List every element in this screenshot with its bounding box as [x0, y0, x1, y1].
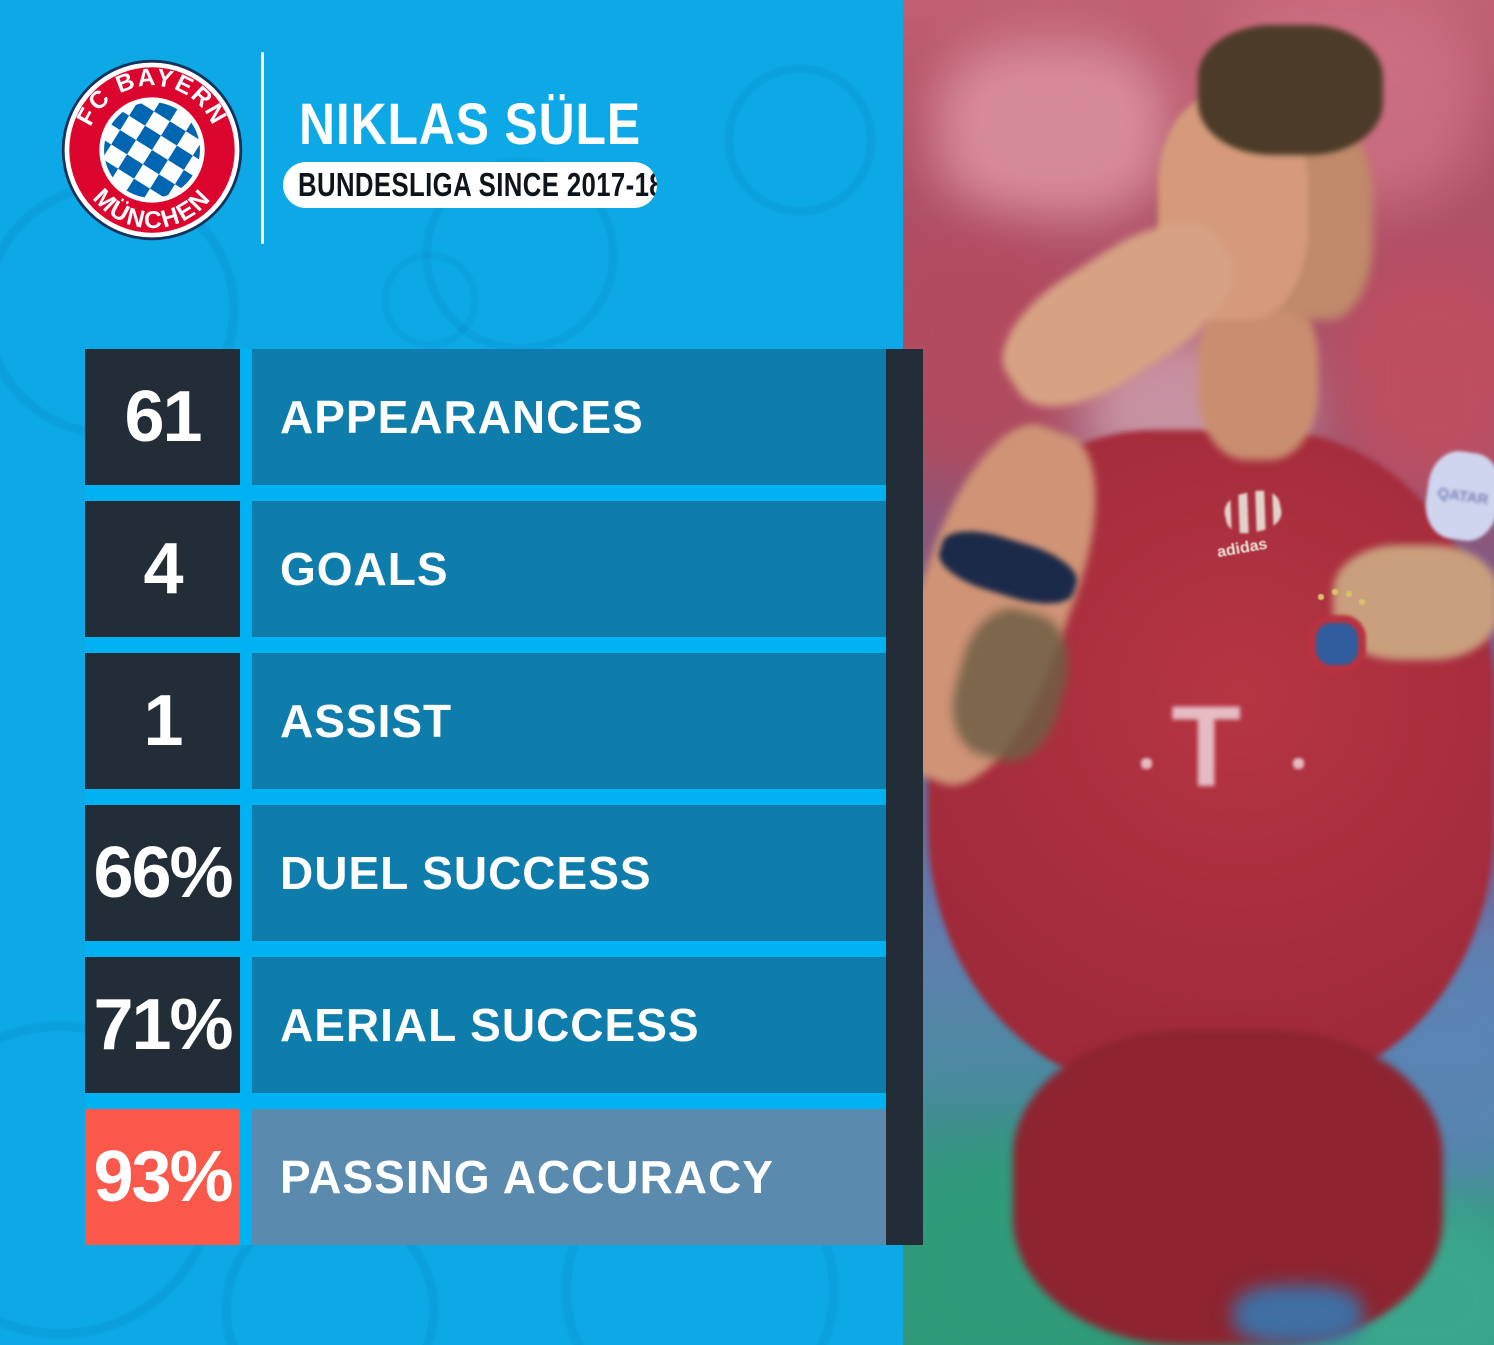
stat-label: PASSING ACCURACY: [280, 1151, 774, 1203]
player-photo: adidas T QATAR: [903, 0, 1494, 1345]
stat-row: 66% DUEL SUCCESS: [85, 805, 886, 941]
stat-label: APPEARANCES: [280, 391, 644, 443]
crest-stars-icon: [1318, 594, 1324, 600]
competition-badge-label: BUNDESLIGA SINCE 2017-18: [298, 166, 657, 203]
stat-row: 1 ASSIST: [85, 653, 886, 789]
stat-value-cell: 61: [85, 349, 240, 485]
header-divider: [261, 52, 264, 244]
stat-value: 71%: [93, 985, 233, 1065]
stat-value-cell: 93%: [85, 1109, 240, 1245]
stat-label-cell: AERIAL SUCCESS: [252, 957, 886, 1093]
stat-value-cell: 4: [85, 501, 240, 637]
stat-value: 1: [143, 681, 183, 761]
stat-row: 4 GOALS: [85, 501, 886, 637]
stat-row-highlight: 93% PASSING ACCURACY: [85, 1109, 886, 1245]
stats-table: 61 APPEARANCES 4 GOALS 1 ASSIST 66%: [85, 349, 886, 1245]
stat-label: GOALS: [280, 543, 449, 595]
stat-value: 61: [124, 377, 202, 457]
stat-label-cell: PASSING ACCURACY: [252, 1109, 886, 1245]
table-edge-strip: [886, 349, 923, 1245]
club-crest-logo: FC BAYERN MÜNCHEN: [61, 59, 243, 241]
photo-blob: [1233, 1285, 1363, 1345]
stat-value-cell: 66%: [85, 805, 240, 941]
stat-label: AERIAL SUCCESS: [280, 999, 700, 1051]
photo-blob: [933, 40, 1173, 220]
page-title: NIKLAS SÜLE: [299, 92, 642, 157]
stat-value-cell: 1: [85, 653, 240, 789]
competition-badge: BUNDESLIGA SINCE 2017-18: [283, 162, 657, 208]
stat-value: 93%: [93, 1137, 233, 1217]
telekom-dots-icon: [1141, 758, 1152, 769]
stat-label: ASSIST: [280, 695, 453, 747]
stat-value: 66%: [93, 833, 233, 913]
stat-label-cell: APPEARANCES: [252, 349, 886, 485]
stat-label-cell: DUEL SUCCESS: [252, 805, 886, 941]
stat-label: DUEL SUCCESS: [280, 847, 652, 899]
telekom-logo: T: [1171, 683, 1242, 811]
stat-row: 61 APPEARANCES: [85, 349, 886, 485]
player-hair: [1198, 25, 1383, 155]
stat-label-cell: GOALS: [252, 501, 886, 637]
stat-value-cell: 71%: [85, 957, 240, 1093]
stat-value: 4: [143, 529, 183, 609]
stat-label-cell: ASSIST: [252, 653, 886, 789]
player-shorts: [1013, 1030, 1443, 1345]
chest-crest-icon: [1308, 615, 1366, 673]
stat-row: 71% AERIAL SUCCESS: [85, 957, 886, 1093]
